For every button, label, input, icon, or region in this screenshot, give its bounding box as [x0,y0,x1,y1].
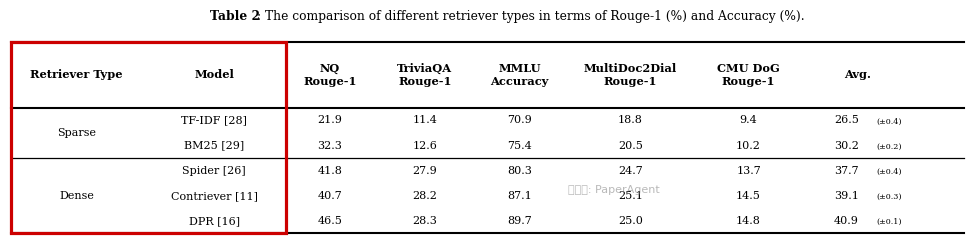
Text: 27.9: 27.9 [412,166,437,176]
Text: Retriever Type: Retriever Type [30,69,123,80]
Text: 46.5: 46.5 [318,216,342,226]
Text: 9.4: 9.4 [740,115,758,125]
Text: Spider [26]: Spider [26] [182,166,246,176]
Text: 20.5: 20.5 [618,141,643,151]
Text: (±0.3): (±0.3) [877,193,902,201]
Text: Model: Model [194,69,234,80]
Text: 公众号: PaperAgent: 公众号: PaperAgent [568,185,660,195]
Text: 26.5: 26.5 [834,115,859,125]
Text: 18.8: 18.8 [618,115,643,125]
Text: 30.2: 30.2 [834,141,859,151]
Text: 11.4: 11.4 [412,115,437,125]
Text: 14.5: 14.5 [736,191,760,201]
Text: : The comparison of different retriever types in terms of Rouge-1 (%) and Accura: : The comparison of different retriever … [257,10,804,23]
Text: (±0.2): (±0.2) [877,143,902,151]
Text: 25.0: 25.0 [618,216,643,226]
Text: (±0.4): (±0.4) [877,168,902,176]
Text: MMLU
Accuracy: MMLU Accuracy [490,63,549,87]
Text: TriviaQA
Rouge-1: TriviaQA Rouge-1 [397,63,452,87]
Text: 41.8: 41.8 [318,166,342,176]
Text: 40.9: 40.9 [834,216,859,226]
Text: 21.9: 21.9 [318,115,342,125]
Text: 14.8: 14.8 [736,216,760,226]
Text: 10.2: 10.2 [736,141,760,151]
Text: 87.1: 87.1 [507,191,532,201]
Text: 25.1: 25.1 [618,191,643,201]
Text: Sparse: Sparse [58,128,97,138]
Text: 80.3: 80.3 [507,166,532,176]
Text: 37.7: 37.7 [834,166,859,176]
Text: Avg.: Avg. [844,69,872,80]
Text: 70.9: 70.9 [507,115,532,125]
Text: CMU DoG
Rouge-1: CMU DoG Rouge-1 [718,63,780,87]
Text: (±0.4): (±0.4) [877,118,902,126]
Text: (±0.1): (±0.1) [877,218,902,226]
Text: 28.2: 28.2 [412,191,437,201]
Text: Dense: Dense [59,191,95,201]
Text: Table 2: Table 2 [211,10,260,23]
Text: 32.3: 32.3 [318,141,342,151]
Text: Contriever [11]: Contriever [11] [171,191,257,201]
Text: 40.7: 40.7 [318,191,342,201]
Bar [11,42,287,234]
Text: 24.7: 24.7 [618,166,643,176]
Text: BM25 [29]: BM25 [29] [184,141,245,151]
Text: MultiDoc2Dial
Rouge-1: MultiDoc2Dial Rouge-1 [584,63,677,87]
Text: 39.1: 39.1 [834,191,859,201]
Text: 28.3: 28.3 [412,216,437,226]
Text: 12.6: 12.6 [412,141,437,151]
Text: 13.7: 13.7 [736,166,760,176]
Text: 89.7: 89.7 [507,216,532,226]
Text: DPR [16]: DPR [16] [189,216,240,226]
Text: 75.4: 75.4 [507,141,532,151]
Text: TF-IDF [28]: TF-IDF [28] [181,115,248,125]
Text: NQ
Rouge-1: NQ Rouge-1 [303,63,357,87]
